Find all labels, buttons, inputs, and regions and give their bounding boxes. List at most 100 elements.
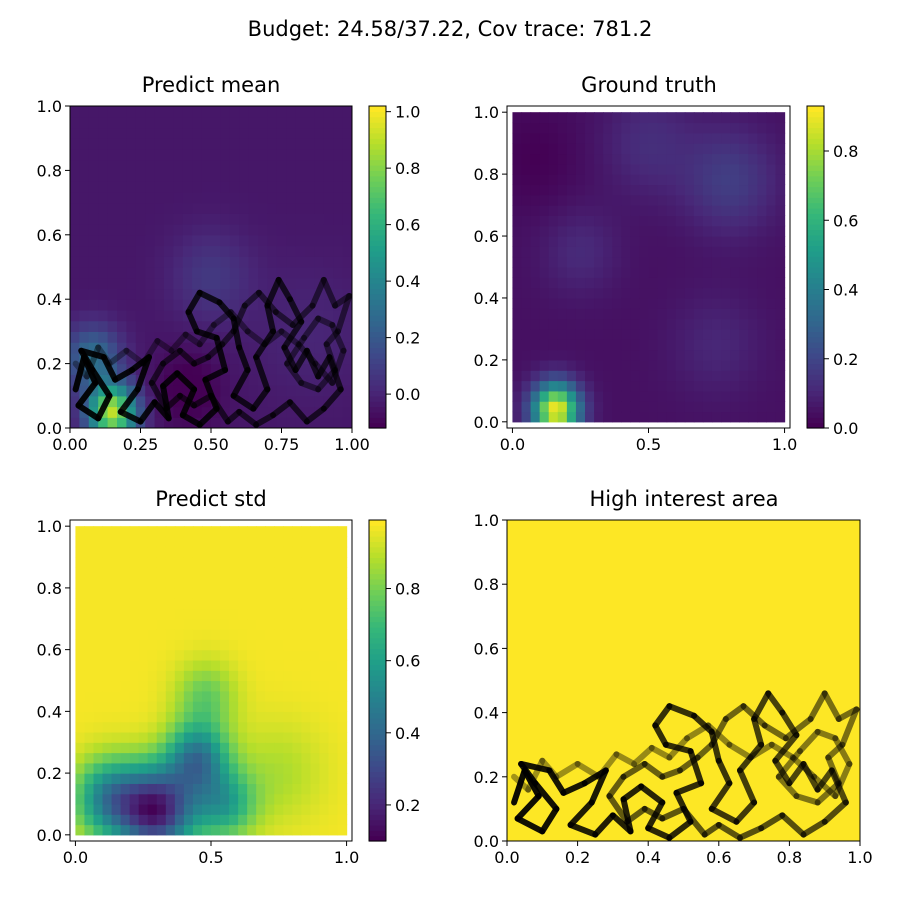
heatmap-cell [319, 577, 330, 589]
heatmap-cell [145, 342, 156, 354]
heatmap-cell [274, 598, 284, 610]
heatmap-cell [220, 116, 231, 129]
path-segment [89, 367, 113, 399]
heatmap-cell [305, 320, 315, 332]
heatmap-cell [512, 112, 523, 124]
heatmap-cell [164, 256, 174, 268]
heatmap-cell [138, 639, 149, 651]
heatmap-cell [323, 320, 334, 332]
heatmap-cell [248, 331, 259, 343]
heatmap-cell [585, 370, 595, 382]
heatmap-cell [657, 308, 668, 320]
heatmap-cell [295, 288, 306, 300]
heatmap-cell [174, 731, 185, 743]
colorbar-segment [369, 122, 386, 129]
heatmap-cell [111, 649, 122, 661]
heatmap-cell [292, 618, 302, 630]
path-segment [230, 302, 248, 335]
heatmap-cell [211, 567, 221, 579]
heatmap-cell [539, 411, 550, 423]
heatmap-cell [192, 567, 203, 579]
heatmap-cell [183, 762, 194, 774]
colorbar-frame [368, 105, 387, 429]
heatmap-cell [174, 773, 185, 784]
subplot-grid: 0.00 0.25 0.50 0.75 1.000.00.20.40.60.81.0Pr… [37, 73, 873, 867]
heatmap-cell [666, 380, 677, 392]
heatmap-cell [575, 267, 586, 278]
path-segment [160, 383, 172, 422]
colorbar-segment [369, 293, 386, 300]
heatmap-cell [539, 339, 550, 351]
heatmap-cell [301, 608, 312, 620]
heatmap-cell [603, 194, 613, 206]
colorbar-segment [807, 368, 824, 375]
heatmap-cell [79, 299, 90, 311]
heatmap-cell [239, 191, 250, 204]
heatmap-cell [711, 215, 722, 227]
colorbar-segment [369, 701, 386, 708]
heatmap-cell [165, 567, 176, 579]
heatmap-cell [575, 132, 586, 144]
heatmap-cell [521, 122, 532, 134]
colorbar-segment [369, 664, 386, 671]
heatmap-cell [238, 577, 248, 589]
heatmap-cell [111, 639, 122, 651]
heatmap-cell [135, 277, 146, 290]
heatmap-cell [684, 236, 695, 247]
heatmap-cell [229, 288, 240, 300]
heatmap-cell [267, 417, 278, 428]
heatmap-cell [156, 618, 167, 630]
heatmap-cell [693, 370, 704, 382]
heatmap-cell [156, 814, 167, 826]
heatmap-cell [93, 773, 104, 784]
heatmap-cell [621, 349, 631, 361]
heatmap-cell [239, 138, 250, 150]
heatmap-cell [88, 299, 99, 311]
heatmap-cell [283, 659, 293, 671]
heatmap-cell [630, 359, 641, 371]
heatmap-cell [147, 567, 158, 579]
heatmap-cell [135, 299, 146, 311]
heatmap-cell [135, 385, 146, 397]
heatmap-cell [274, 629, 284, 640]
heatmap-cell [274, 670, 284, 682]
heatmap-cell [323, 170, 334, 182]
heatmap-cell [211, 536, 221, 548]
heatmap-cell [530, 143, 541, 155]
heatmap-cell [192, 536, 203, 548]
heatmap-cell [201, 299, 212, 311]
heatmap-cell [220, 783, 230, 795]
path-segment [236, 344, 251, 374]
heatmap-cell [239, 181, 250, 193]
colorbar-frame [368, 519, 387, 842]
heatmap-cell [126, 159, 137, 171]
heatmap-cell [305, 127, 315, 139]
heatmap-cell [93, 639, 104, 651]
heatmap-cell [88, 245, 99, 257]
heatmap-cell [684, 205, 695, 216]
heatmap-cell [693, 318, 704, 330]
heatmap-cell [639, 163, 650, 175]
heatmap-cell [739, 112, 749, 124]
colorbar-segment [369, 610, 386, 617]
heatmap-cell [147, 731, 158, 743]
heatmap-cell [328, 536, 339, 548]
heatmap-cell [107, 159, 118, 171]
heatmap-cell [310, 536, 321, 548]
heatmap-cell [211, 701, 221, 712]
heatmap-cell [183, 608, 194, 620]
heatmap-cell [93, 721, 104, 733]
heatmap-cell [201, 629, 212, 640]
heatmap-cell [239, 159, 250, 171]
heatmap-cell [748, 132, 758, 144]
heatmap-cell [684, 297, 695, 309]
heatmap-cell [138, 762, 149, 774]
heatmap-cell [276, 106, 287, 118]
heatmap-cell [283, 526, 293, 538]
heatmap-cell [117, 331, 127, 343]
heatmap-cell [530, 112, 541, 124]
heatmap-cell [126, 148, 137, 161]
heatmap-cell [766, 256, 777, 268]
colorbar: 0.20.40.60.8 [368, 519, 420, 842]
heatmap-cell [585, 122, 595, 134]
